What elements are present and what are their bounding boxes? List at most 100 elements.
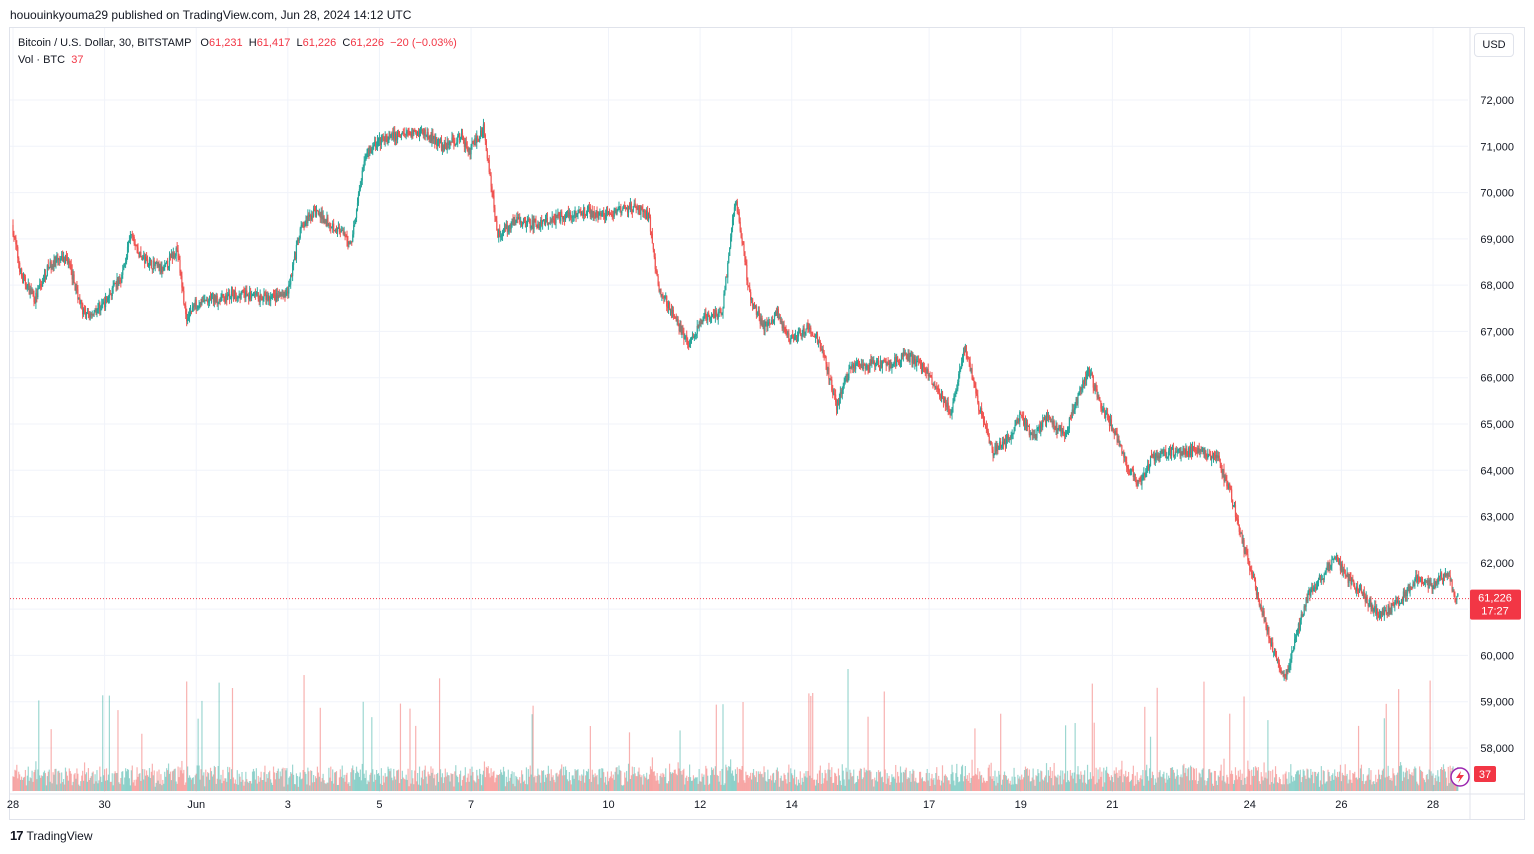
candle-body [731, 219, 734, 228]
volume-bar [1211, 772, 1213, 791]
volume-bar [894, 778, 896, 791]
volume-bar [605, 776, 607, 791]
volume-bar [739, 768, 741, 791]
candle-body [183, 290, 185, 304]
volume-bar [989, 776, 991, 791]
volume-bar [480, 773, 482, 791]
candle-body [34, 301, 36, 303]
volume-bar [527, 769, 529, 791]
candle-body [1446, 573, 1448, 576]
volume-bar [284, 768, 286, 791]
candle-body [1129, 471, 1132, 473]
candle-body [215, 295, 217, 303]
volume-bar [1181, 777, 1183, 791]
x-tick-label: Jun [187, 799, 205, 811]
candle-body [340, 230, 342, 232]
candle-body [1169, 447, 1172, 456]
chart-pane[interactable] [9, 27, 1525, 820]
candle-body [256, 292, 258, 294]
candle-body [1200, 449, 1202, 451]
candle-body [992, 449, 994, 456]
volume-bar [773, 782, 776, 791]
currency-button[interactable]: USD [1474, 33, 1514, 57]
volume-bar [339, 769, 341, 791]
candle-body [343, 232, 345, 234]
candle-body [955, 390, 957, 394]
candle-body [908, 353, 910, 363]
volume-bar [960, 774, 962, 791]
candle-body [1205, 450, 1207, 457]
candle-body [338, 227, 340, 232]
volume-bar [887, 778, 889, 791]
candle-body [1112, 428, 1114, 432]
candle-body [541, 219, 543, 225]
volume-bar [908, 778, 910, 791]
volume-bar [1414, 766, 1416, 791]
candle-body [398, 134, 401, 137]
candle-body [1227, 486, 1229, 489]
candle-body [164, 264, 166, 267]
volume-bar [300, 779, 302, 791]
candle-body [529, 218, 531, 229]
y-tick-label: 67,000 [1480, 326, 1514, 338]
candle-body [557, 213, 559, 216]
volume-bar [1312, 771, 1314, 791]
candle-body [291, 275, 293, 277]
candle-body [828, 368, 830, 380]
volume-bar [396, 770, 398, 791]
candle-body [518, 217, 520, 219]
legend-symbol[interactable]: Bitcoin / U.S. Dollar, 30, BITSTAMP [18, 37, 192, 49]
candle-body [386, 135, 388, 144]
candle-body [939, 396, 942, 399]
candle-body [831, 379, 833, 391]
candle-body [1392, 603, 1394, 606]
candle-body [1291, 651, 1293, 659]
legend-volume-label[interactable]: Vol · BTC [18, 54, 66, 66]
volume-bar [1033, 779, 1035, 791]
candle-body [193, 305, 195, 307]
volume-bar [262, 780, 264, 791]
candle-body [63, 257, 66, 262]
volume-bar [234, 779, 236, 791]
volume-bar [178, 777, 180, 791]
candle-body [136, 245, 138, 248]
volume-bar [929, 785, 931, 791]
candle-body [261, 299, 263, 301]
volume-bar [1283, 784, 1285, 791]
candle-body [209, 296, 212, 301]
volume-bar [750, 772, 752, 791]
volume-bar [433, 778, 435, 791]
candle-body [458, 134, 460, 137]
volume-bar [1132, 765, 1134, 791]
volume-bar [173, 769, 175, 791]
volume-bar [1052, 785, 1054, 791]
footer-branding[interactable]: 17 TradingView [10, 828, 93, 843]
candle-body [651, 233, 653, 244]
volume-bar [788, 764, 790, 791]
volume-bar [156, 771, 158, 791]
volume-bar [205, 769, 207, 791]
volume-bar [1322, 770, 1324, 791]
candle-body [127, 241, 130, 247]
volume-bar [814, 785, 817, 791]
candle-body [857, 362, 860, 364]
candle-body [844, 377, 846, 383]
volume-bar [1149, 736, 1152, 791]
candle-body [87, 312, 89, 315]
candle-body [362, 167, 364, 171]
volume-bar [748, 777, 750, 791]
candle-body [1154, 456, 1156, 461]
volume-bar [713, 774, 716, 791]
volume-bar [1101, 771, 1103, 791]
candle-body [455, 144, 457, 146]
volume-bar [203, 772, 205, 791]
volume-bar [1290, 764, 1292, 791]
candle-body [134, 243, 136, 246]
volume-bar [1248, 769, 1250, 791]
volume-bar [302, 770, 304, 791]
volume-bar [784, 774, 786, 791]
volume-bar [861, 779, 863, 791]
candle-body [472, 143, 474, 145]
volume-bar [251, 771, 254, 791]
